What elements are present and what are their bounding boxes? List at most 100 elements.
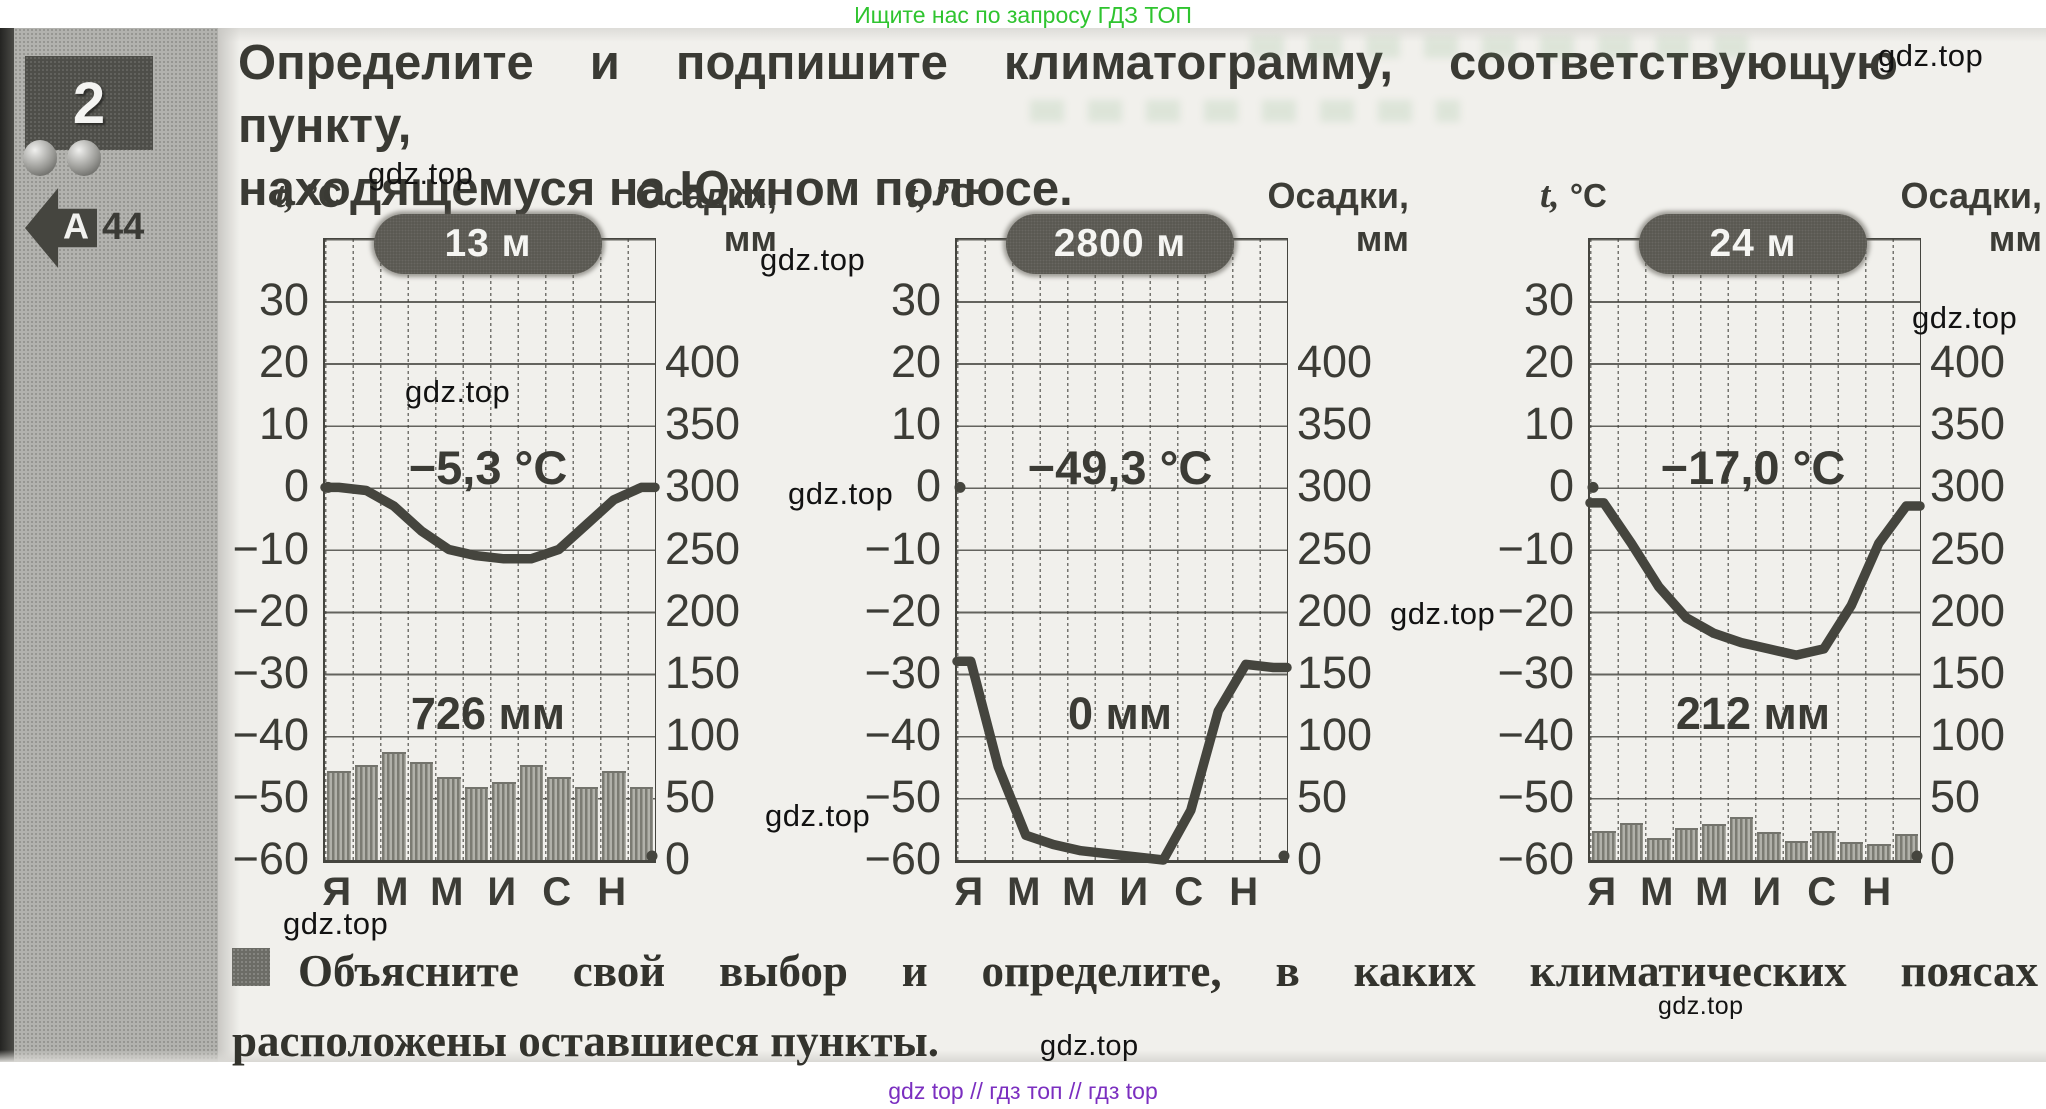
- precip-bar: [382, 752, 406, 860]
- temp-axis-unit: °C: [304, 177, 342, 214]
- month-label: Я: [1587, 870, 1617, 914]
- precip-axis-tick: 0: [665, 833, 691, 884]
- month-label: М: [430, 870, 464, 914]
- watermark: gdz.top: [788, 476, 894, 511]
- total-precipitation-label: 726 мм: [410, 688, 566, 739]
- climograph-chart-1: t, °C Осадки, мм 13 м −5,3 °C 726 мм 30 2…: [213, 170, 793, 948]
- precip-bar: [1839, 841, 1863, 860]
- nav-letter: А: [63, 205, 89, 247]
- top-banner-text: Ищите нас по запросу ГДЗ ТОП: [854, 2, 1192, 28]
- bleed-through-texture: [1250, 36, 1750, 58]
- precip-axis-tick: 0: [1930, 833, 1956, 884]
- precip-axis-header-line2: мм: [1988, 218, 2042, 259]
- chart-grid: [952, 238, 1292, 865]
- month-label: И: [1119, 870, 1149, 914]
- temp-axis-tick: 20: [1523, 336, 1574, 388]
- temp-axis-tick: 30: [258, 274, 309, 326]
- sphere-icon: [23, 140, 57, 176]
- precip-bar: [629, 787, 653, 860]
- precip-axis-tick: 50: [665, 770, 716, 822]
- temp-axis-tick: −50: [232, 770, 309, 822]
- precip-axis-tick: 350: [1297, 398, 1373, 450]
- precip-axis-header-line1: Осадки,: [635, 175, 778, 216]
- month-label: С: [1174, 870, 1204, 914]
- mean-temperature-label: −49,3 °C: [1027, 441, 1213, 494]
- precip-axis-header: Осадки, мм: [636, 174, 778, 260]
- chart-grid: [1585, 238, 1925, 863]
- precip-axis-tick: 350: [665, 398, 741, 450]
- month-label: М: [375, 870, 409, 914]
- climograph-chart-3: t, °C Осадки, мм 24 м −17,0 °C 212 мм 30…: [1478, 170, 2046, 948]
- month-label: М: [1007, 870, 1041, 914]
- footer-text: gdz top // гдз топ // гдз top: [888, 1078, 1158, 1104]
- axis-origin-dot: [954, 481, 966, 493]
- precip-bar: [1674, 828, 1698, 860]
- axis-origin-dot: [322, 481, 334, 493]
- task-title: Определите и подпишите климатограмму, со…: [238, 32, 1898, 221]
- temp-axis-tick: 0: [283, 460, 309, 512]
- precip-bar: [1812, 830, 1836, 860]
- temp-axis-symbol: t,: [907, 175, 927, 216]
- temp-axis-tick: 0: [915, 460, 941, 512]
- task-text-line1: Объясните свой выбор и определите, в как…: [298, 946, 2038, 996]
- precip-axis-header-line1: Осадки,: [1900, 175, 2043, 216]
- temp-axis-tick: −50: [1497, 770, 1574, 822]
- precip-axis-tick: 100: [665, 708, 741, 760]
- scan-shadow-top: [0, 28, 2046, 42]
- month-label: И: [487, 870, 517, 914]
- chart-grid: [320, 238, 660, 863]
- bleed-through-texture: [1030, 100, 1460, 122]
- precip-axis-tick: 100: [1297, 708, 1373, 760]
- precip-axis-tick: 250: [665, 522, 741, 574]
- precip-bar: [602, 771, 626, 860]
- watermark: gdz.top: [1040, 1030, 1139, 1062]
- temp-axis-tick: 30: [890, 274, 941, 326]
- precip-axis-tick: 200: [1297, 584, 1373, 636]
- month-label: М: [1062, 870, 1096, 914]
- temp-axis-unit: °C: [1569, 177, 1607, 214]
- book-binding-edge: [0, 28, 14, 1062]
- precip-bar: [437, 777, 461, 860]
- precip-bar: [1757, 831, 1781, 860]
- precip-axis-tick: 300: [665, 460, 741, 512]
- sidebar-fade: [218, 28, 240, 1062]
- temp-axis-header: t, °C: [275, 174, 342, 217]
- precip-axis-tick: 300: [1297, 460, 1373, 512]
- total-precipitation-label: 0 мм: [1067, 688, 1173, 739]
- watermark: gdz.top: [1878, 38, 1984, 73]
- precip-bar: [1592, 830, 1616, 860]
- temp-axis-tick: 10: [1523, 398, 1574, 450]
- month-label: Н: [1229, 870, 1259, 914]
- precip-axis-tick: 50: [1930, 770, 1981, 822]
- task-number: 2: [72, 70, 106, 136]
- temp-axis-tick: −60: [864, 833, 941, 884]
- month-label: М: [1695, 870, 1729, 914]
- task-text: Объясните свой выбор и определите, в как…: [232, 936, 2038, 1076]
- temp-axis-symbol: t,: [1540, 175, 1560, 216]
- watermark: gdz.top: [1390, 596, 1496, 631]
- watermark: gdz.top: [760, 242, 866, 277]
- precip-bar: [1729, 817, 1753, 860]
- sidebar: 2 А 44: [14, 28, 218, 1062]
- temp-axis-tick: −30: [864, 646, 941, 698]
- task-text-line2: расположены оставшиеся пункты.: [232, 1016, 939, 1066]
- precip-axis-tick: 300: [1930, 460, 2006, 512]
- temp-axis-tick: −10: [232, 522, 309, 574]
- task-title-line1: Определите и подпишите климатограмму, со…: [238, 36, 1898, 153]
- precip-bar: [492, 782, 516, 860]
- total-precipitation-label: 212 мм: [1675, 688, 1831, 739]
- precip-axis-header: Осадки, мм: [1268, 174, 1410, 260]
- temp-axis-tick: −20: [232, 584, 309, 636]
- temp-axis-tick: −40: [232, 708, 309, 760]
- precip-bar: [547, 777, 571, 860]
- axis-end-dot: [1911, 850, 1923, 862]
- elevation-badge: 24 м: [1639, 214, 1867, 274]
- temp-axis-tick: 10: [890, 398, 941, 450]
- precip-axis-tick: 400: [1297, 336, 1373, 388]
- temp-axis-tick: −10: [1497, 522, 1574, 574]
- month-label: М: [1640, 870, 1674, 914]
- precip-axis-header-line1: Осадки,: [1267, 175, 1410, 216]
- precip-axis-tick: 200: [1930, 584, 2006, 636]
- scan-shadow-bottom: [0, 1050, 2046, 1062]
